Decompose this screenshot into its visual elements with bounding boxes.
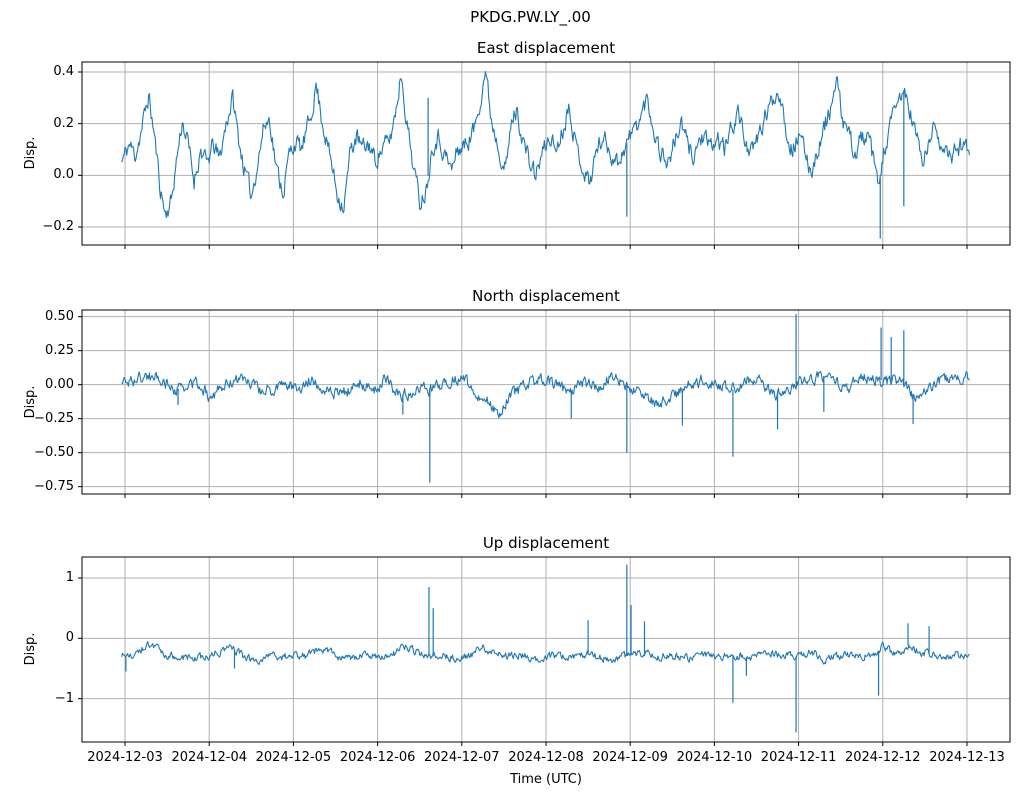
x-tick-label: 2024-12-12: [844, 750, 921, 765]
subplot-up: [78, 556, 1011, 746]
x-tick-label: 2024-12-03: [87, 750, 163, 765]
x-tick-label: 2024-12-05: [255, 750, 332, 765]
x-tick-label: 2024-12-13: [929, 750, 1005, 765]
y-tick-label-up: 0: [65, 630, 74, 646]
y-axis-label-north: Disp.: [23, 385, 38, 419]
subplot-title-up: Up displacement: [482, 534, 610, 552]
y-tick-label-north: −0.25: [34, 410, 74, 426]
up-series-line: [121, 640, 970, 666]
y-tick-label-north: −0.75: [34, 478, 74, 494]
y-axis-label-up: Disp.: [23, 632, 38, 666]
x-tick-label: 2024-12-06: [339, 750, 416, 765]
x-tick-label: 2024-12-07: [424, 750, 500, 765]
x-tick-label: 2024-12-04: [171, 750, 247, 765]
x-tick-label: 2024-12-11: [760, 750, 837, 765]
y-tick-label-east: −0.2: [42, 218, 74, 234]
subplot-title-north: North displacement: [472, 287, 620, 305]
y-tick-label-north: −0.50: [34, 444, 74, 460]
y-tick-label-east: 0.2: [53, 115, 74, 131]
east-series-line: [121, 71, 971, 219]
x-tick-label: 2024-12-10: [676, 750, 753, 765]
x-axis-label: Time (UTC): [510, 772, 582, 787]
x-tick-label: 2024-12-08: [508, 750, 584, 765]
y-tick-label-up: −1: [54, 690, 74, 706]
y-tick-label-north: 0.00: [45, 376, 74, 392]
figure-suptitle: PKDG.PW.LY_.00: [470, 8, 591, 26]
subplot-north: [78, 309, 1011, 498]
x-tick-label: 2024-12-09: [592, 750, 668, 765]
y-tick-label-north: 0.25: [45, 342, 74, 358]
subplot-east: [78, 61, 1011, 249]
y-tick-label-up: 1: [65, 569, 74, 585]
y-tick-label-east: 0.4: [53, 63, 74, 79]
subplot-title-east: East displacement: [476, 39, 616, 57]
north-series-line: [121, 370, 970, 419]
y-tick-label-east: 0.0: [53, 167, 74, 183]
y-tick-label-north: 0.50: [45, 308, 74, 324]
